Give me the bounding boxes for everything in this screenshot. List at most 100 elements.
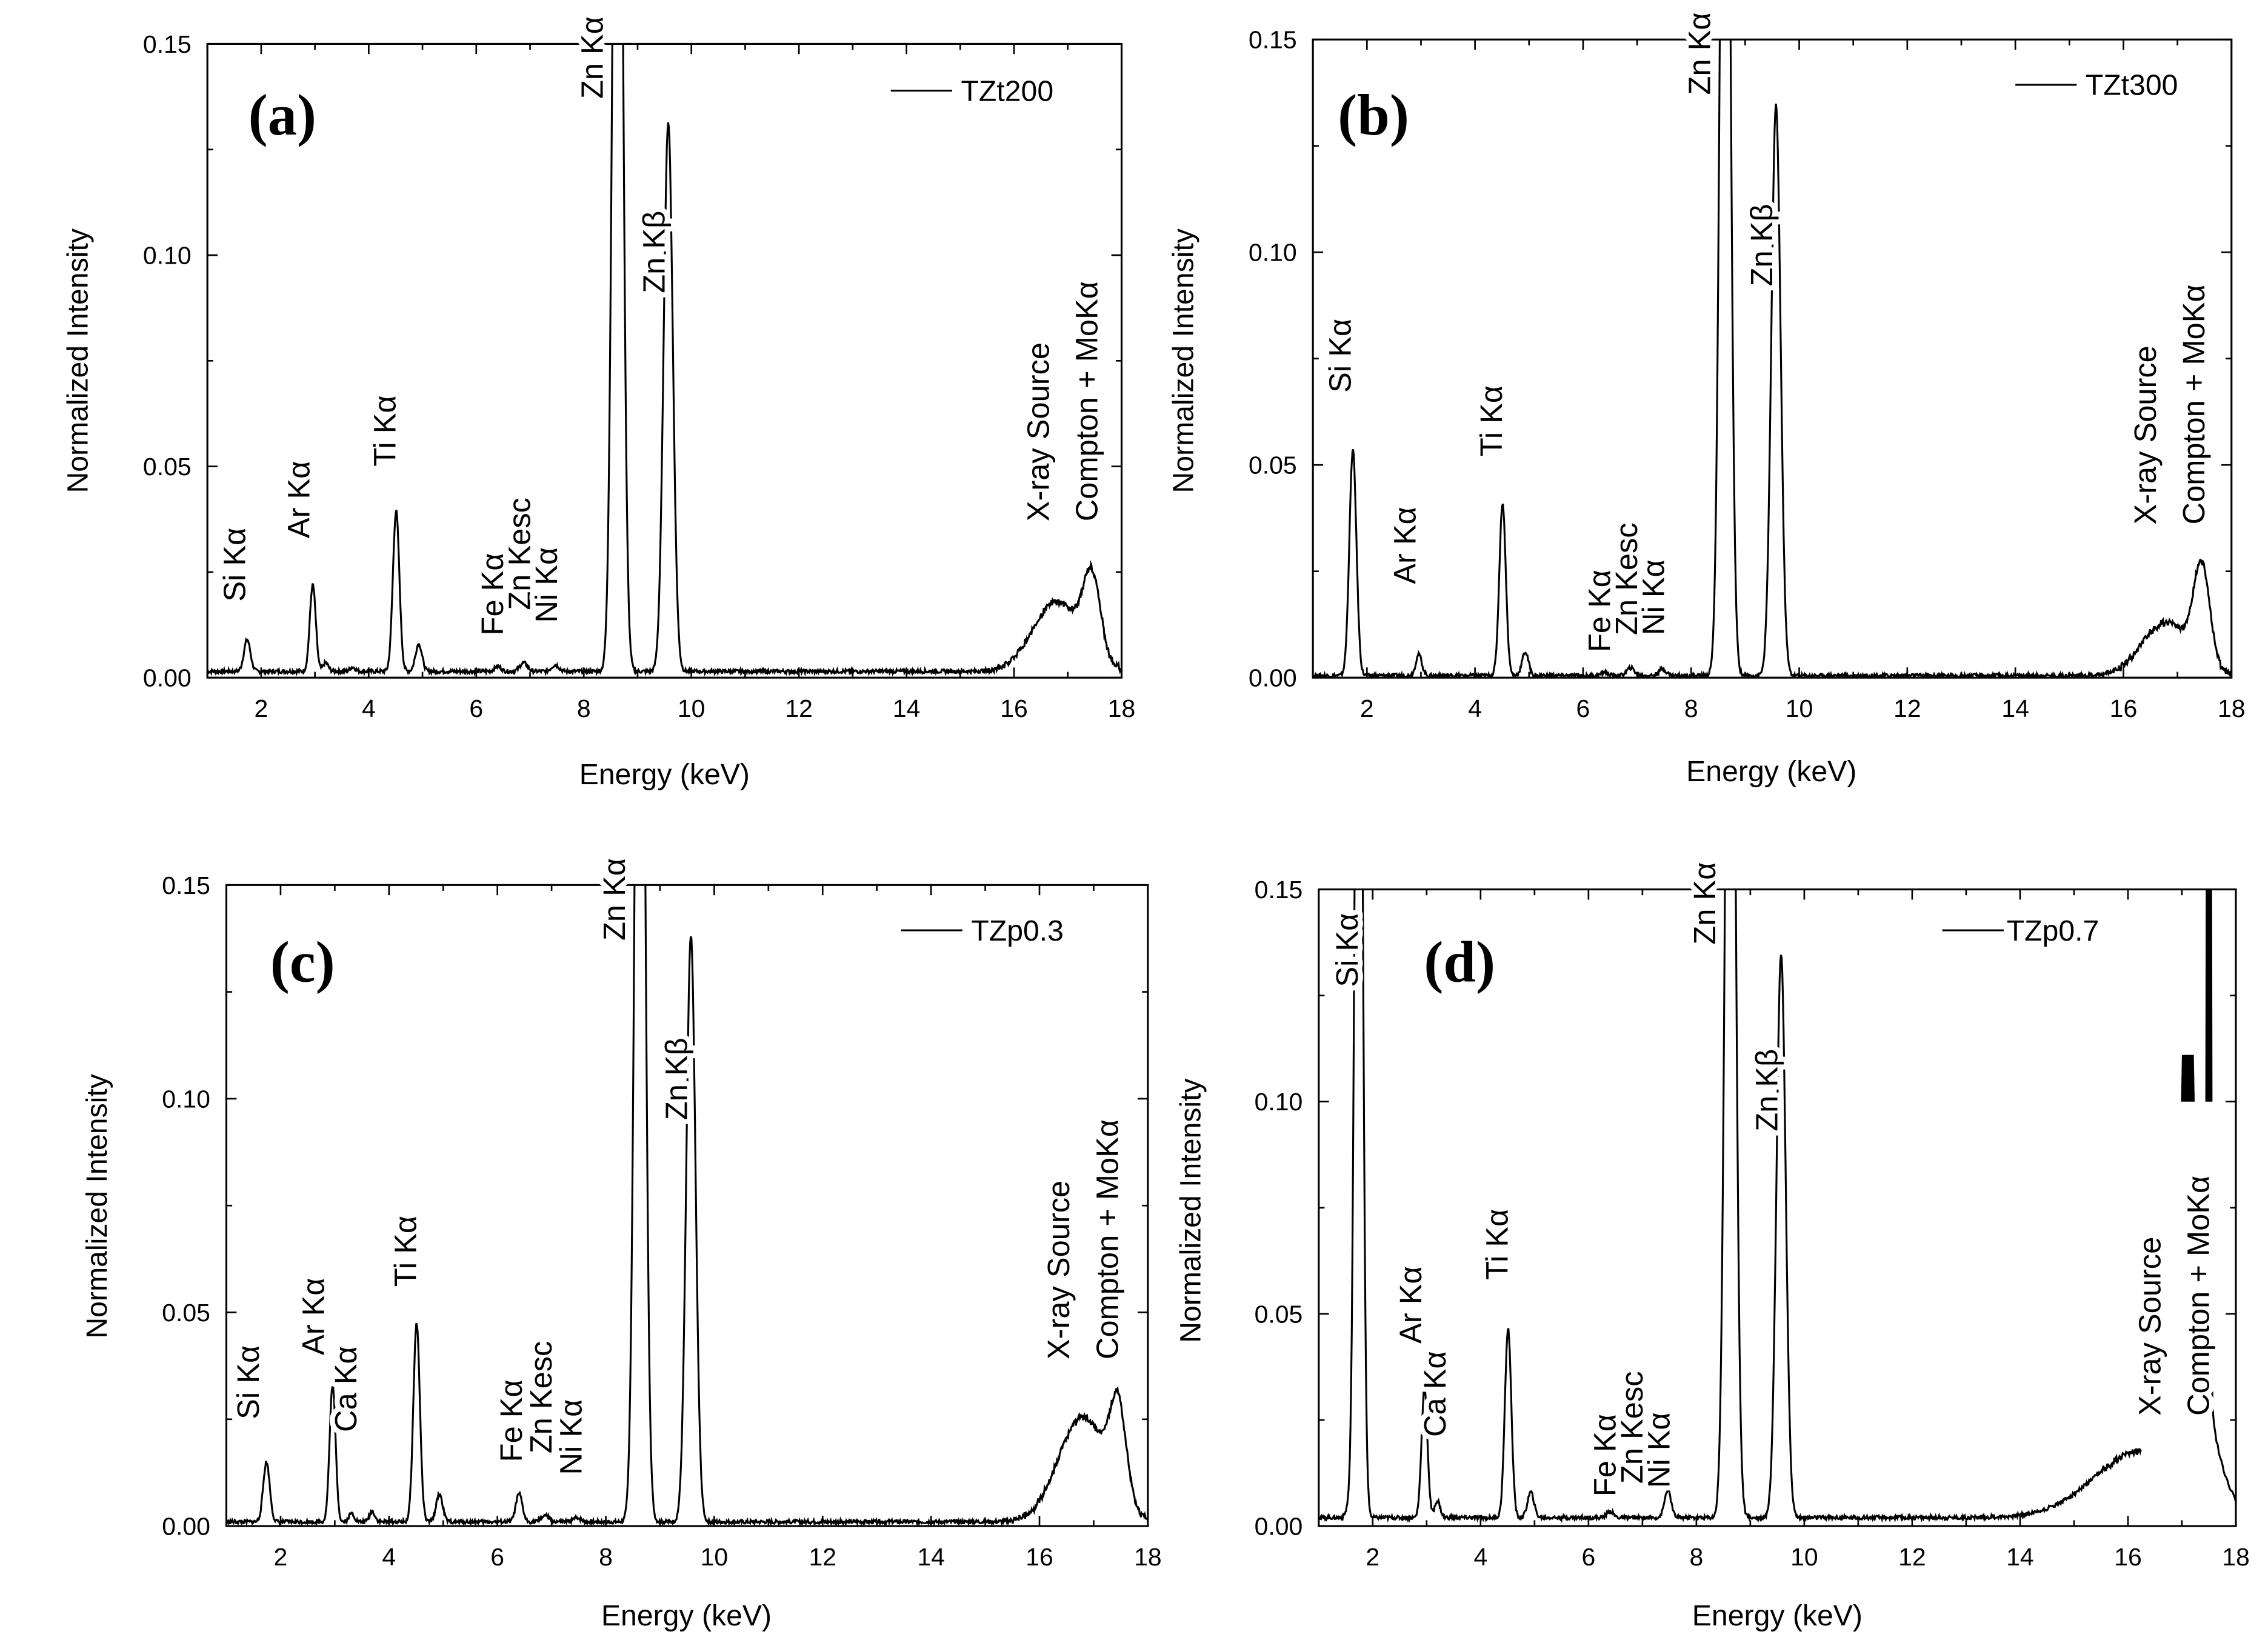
legend-label: TZt200: [961, 75, 1053, 107]
plot-frame: [206, 42, 1123, 679]
x-tick-label: 2: [254, 695, 268, 722]
spectrum-line: [207, 44, 1122, 677]
peak-annotation: Compton + MoKα: [2176, 284, 2211, 524]
y-tick-label: 0.10: [143, 241, 192, 269]
panel-label: (d): [1424, 929, 1495, 994]
peak-annotation: Zn Kesc: [524, 1341, 558, 1454]
x-tick-label: 6: [469, 695, 483, 722]
peak-annotation: Zn Kα: [1682, 12, 1716, 95]
peak-annotation: Zn Kα: [597, 858, 632, 941]
y-tick-label: 0.10: [1255, 1088, 1303, 1116]
y-tick-label: 0.05: [1255, 1300, 1303, 1328]
spectrum-line: [226, 885, 1148, 1527]
legend-label: TZp0.3: [971, 915, 1064, 947]
spectrum-clipped-fragment: [2205, 889, 2213, 1102]
peak-annotation: Zn Kesc: [1609, 522, 1644, 635]
peak-annotation: Si Kα: [1330, 913, 1364, 987]
peak-annotation: Compton + MoKα: [1070, 281, 1104, 521]
y-tick-label: 0.00: [1249, 664, 1297, 692]
y-tick-label: 0.05: [162, 1299, 210, 1327]
y-tick-label: 0.00: [162, 1513, 210, 1541]
x-tick-label: 6: [1581, 1543, 1595, 1571]
peak-annotation: Si Kα: [231, 1345, 265, 1419]
peak-annotation: Ni Kα: [553, 1399, 588, 1475]
x-tick-label: 4: [1468, 695, 1482, 722]
panel-label: (c): [270, 929, 335, 994]
x-tick-label: 8: [1684, 695, 1698, 722]
y-axis-label: Normalized Intensity: [81, 1074, 113, 1339]
peak-annotation: Fe Kα: [494, 1379, 529, 1462]
peak-annotation: Ca Kα: [1418, 1351, 1452, 1437]
peak-annotation: X-ray Source: [2132, 1237, 2167, 1416]
peak-annotation: Compton + MoKα: [1090, 1119, 1125, 1359]
legend-label: TZp0.7: [2007, 915, 2100, 947]
y-tick-label: 0.10: [162, 1085, 210, 1113]
x-tick-label: 18: [1108, 695, 1136, 722]
y-tick-label: 0.05: [1249, 452, 1297, 479]
y-tick-label: 0.15: [1255, 876, 1303, 904]
peak-annotation: Ar Kα: [296, 1278, 330, 1355]
legend-label: TZt300: [2086, 69, 2178, 102]
y-axis-label: Normalized Intensity: [62, 228, 95, 493]
x-tick-label: 8: [1689, 1543, 1703, 1571]
peak-annotation: Ca Kα: [329, 1346, 363, 1432]
y-tick-label: 0.05: [143, 453, 192, 481]
y-tick-label: 0.00: [143, 664, 192, 692]
x-tick-label: 16: [2114, 1543, 2142, 1571]
y-tick-label: 0.10: [1249, 239, 1297, 267]
plot-frame: [1312, 38, 2233, 679]
peak-annotation: Zn Kβ: [1749, 1049, 1784, 1131]
x-tick-label: 14: [917, 1543, 945, 1571]
x-tick-label: 12: [785, 695, 813, 722]
spectrum-edge-segment: [2210, 1373, 2236, 1502]
peak-annotation: Ar Kα: [282, 461, 316, 538]
x-tick-label: 14: [2006, 1543, 2034, 1571]
plot-frame: [225, 884, 1149, 1527]
y-tick-label: 0.15: [1249, 26, 1297, 54]
y-axis-label: Normalized Intensity: [1175, 1078, 1207, 1343]
peak-annotation: X-ray Source: [2128, 345, 2163, 524]
peak-annotation: Ti Kα: [1479, 1209, 1514, 1280]
x-tick-label: 10: [1790, 1543, 1818, 1571]
x-tick-label: 16: [1026, 1543, 1053, 1571]
peak-annotation: Zn Kβ: [1744, 204, 1779, 286]
peak-annotation: Si Kα: [217, 528, 252, 602]
peak-annotation: Zn Kβ: [636, 211, 671, 293]
peak-annotation: Ni Kα: [1641, 1412, 1676, 1488]
x-tick-label: 10: [678, 695, 705, 722]
peak-annotation: Zn Kesc: [502, 498, 537, 610]
x-tick-label: 12: [1893, 695, 1921, 722]
x-tick-label: 14: [893, 695, 921, 722]
peak-annotation: Ar Kα: [1393, 1266, 1428, 1344]
x-tick-label: 2: [1360, 695, 1374, 722]
x-tick-label: 4: [1473, 1543, 1487, 1571]
peak-annotation: Ni Kα: [1636, 559, 1671, 635]
peak-annotation: X-ray Source: [1021, 342, 1056, 521]
y-tick-label: 0.15: [162, 871, 210, 899]
x-tick-label: 14: [2001, 695, 2029, 722]
x-tick-label: 4: [382, 1543, 396, 1571]
peak-annotation: Compton + MoKα: [2181, 1176, 2215, 1416]
chart-panel: 2 4 6 8 10 12 14 16 18 0.00 0.05 0.10 0.15 Energy (ke…: [1167, 7, 2246, 788]
x-axis-label: Energy (keV): [1692, 1599, 1863, 1632]
x-tick-label: 16: [1000, 695, 1028, 722]
peak-annotation: Zn Kα: [575, 16, 609, 99]
x-tick-label: 18: [2218, 695, 2246, 722]
peak-annotation: Ar Kα: [1388, 507, 1423, 584]
x-axis-label: Energy (keV): [1686, 755, 1856, 788]
spectrum-line: [1318, 889, 2142, 1524]
peak-annotation: Ti Kα: [389, 1216, 423, 1287]
x-tick-label: 16: [2110, 695, 2138, 722]
x-tick-label: 6: [1576, 695, 1590, 722]
peak-annotation: Zn Kβ: [659, 1038, 694, 1120]
peak-annotation: Zn Kesc: [1615, 1371, 1649, 1484]
panel-label: (b): [1338, 82, 1409, 147]
peak-annotation: Ni Kα: [529, 547, 564, 623]
chart-panel: 2 4 6 8 10 12 14 16 18 0.00 0.05 0.10 0.15 Energy (ke…: [81, 853, 1162, 1632]
x-tick-label: 18: [1134, 1543, 1162, 1571]
x-axis-label: Energy (keV): [601, 1599, 772, 1632]
peak-annotation: Fe Kα: [475, 553, 510, 635]
x-tick-label: 10: [1786, 695, 1813, 722]
chart-panel: 2 4 6 8 10 12 14 16 18 0.00 0.05 0.10 0.15 Energy (ke…: [62, 12, 1136, 792]
